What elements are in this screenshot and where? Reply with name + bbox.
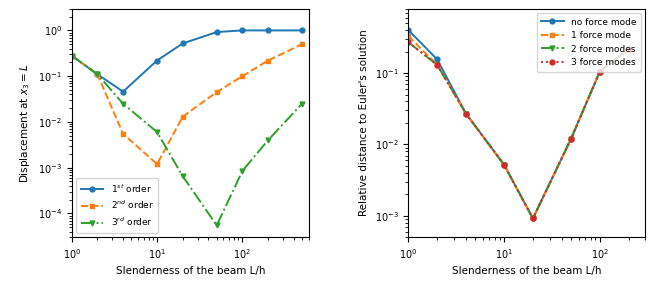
$1^{st}$ order — [153, 59, 161, 62]
2 force modes — [596, 70, 604, 73]
1 force mode — [625, 47, 632, 51]
2 force modes — [625, 47, 632, 51]
2 force modes — [434, 63, 441, 67]
$2^{nd}$ order — [213, 90, 220, 94]
$1^{st}$ order — [93, 73, 101, 76]
$3^{rd}$ order — [153, 130, 161, 134]
2 force modes — [567, 137, 575, 140]
no force mode — [404, 28, 412, 32]
Line: $2^{nd}$ order: $2^{nd}$ order — [69, 42, 304, 166]
2 force modes — [462, 112, 470, 115]
3 force modes — [567, 137, 575, 140]
3 force modes — [596, 70, 604, 73]
$2^{nd}$ order — [119, 132, 127, 136]
no force mode — [434, 58, 441, 61]
no force mode — [625, 47, 632, 51]
X-axis label: Slenderness of the beam L/h: Slenderness of the beam L/h — [115, 267, 265, 277]
1 force mode — [596, 70, 604, 73]
3 force modes — [434, 63, 441, 67]
Line: no force mode: no force mode — [406, 28, 631, 221]
$3^{rd}$ order — [68, 54, 76, 57]
Line: $3^{rd}$ order: $3^{rd}$ order — [69, 53, 304, 228]
Legend: $1^{st}$ order, $2^{nd}$ order, $3^{rd}$ order: $1^{st}$ order, $2^{nd}$ order, $3^{rd}$… — [76, 178, 158, 233]
Legend: no force mode, 1 force mode, 2 force modes, 3 force modes: no force mode, 1 force mode, 2 force mod… — [537, 13, 641, 72]
$3^{rd}$ order — [239, 169, 246, 173]
$3^{rd}$ order — [119, 102, 127, 106]
$3^{rd}$ order — [93, 73, 101, 76]
no force mode — [567, 137, 575, 140]
2 force modes — [404, 41, 412, 44]
1 force mode — [434, 63, 441, 67]
1 force mode — [462, 112, 470, 115]
2 force modes — [500, 163, 508, 166]
$3^{rd}$ order — [264, 138, 272, 142]
no force mode — [462, 112, 470, 115]
3 force modes — [462, 112, 470, 115]
no force mode — [596, 70, 604, 73]
$1^{st}$ order — [119, 90, 127, 93]
Line: 2 force modes: 2 force modes — [406, 40, 631, 221]
Line: 3 force modes: 3 force modes — [406, 40, 631, 221]
$1^{st}$ order — [264, 29, 272, 32]
$2^{nd}$ order — [264, 59, 272, 62]
$2^{nd}$ order — [239, 74, 246, 78]
$2^{nd}$ order — [298, 43, 306, 46]
$2^{nd}$ order — [68, 54, 76, 57]
3 force modes — [529, 217, 537, 220]
no force mode — [529, 217, 537, 220]
$3^{rd}$ order — [179, 174, 186, 178]
$1^{st}$ order — [213, 30, 220, 34]
$1^{st}$ order — [179, 42, 186, 45]
$1^{st}$ order — [68, 54, 76, 57]
3 force modes — [625, 47, 632, 51]
$3^{rd}$ order — [213, 224, 220, 227]
$2^{nd}$ order — [93, 73, 101, 76]
2 force modes — [529, 217, 537, 220]
3 force modes — [500, 163, 508, 166]
1 force mode — [404, 34, 412, 38]
$1^{st}$ order — [239, 29, 246, 32]
$1^{st}$ order — [298, 29, 306, 32]
Y-axis label: Relative distance to Euler's solution: Relative distance to Euler's solution — [359, 30, 369, 216]
1 force mode — [567, 137, 575, 140]
Line: 1 force mode: 1 force mode — [406, 34, 631, 221]
Y-axis label: Displacement at $x_3 = L$: Displacement at $x_3 = L$ — [18, 63, 32, 183]
1 force mode — [500, 163, 508, 166]
$3^{rd}$ order — [298, 102, 306, 106]
Line: $1^{st}$ order: $1^{st}$ order — [69, 28, 304, 94]
3 force modes — [404, 41, 412, 44]
X-axis label: Slenderness of the beam L/h: Slenderness of the beam L/h — [452, 267, 602, 277]
1 force mode — [529, 217, 537, 220]
$2^{nd}$ order — [153, 162, 161, 166]
no force mode — [500, 163, 508, 166]
$2^{nd}$ order — [179, 115, 186, 118]
